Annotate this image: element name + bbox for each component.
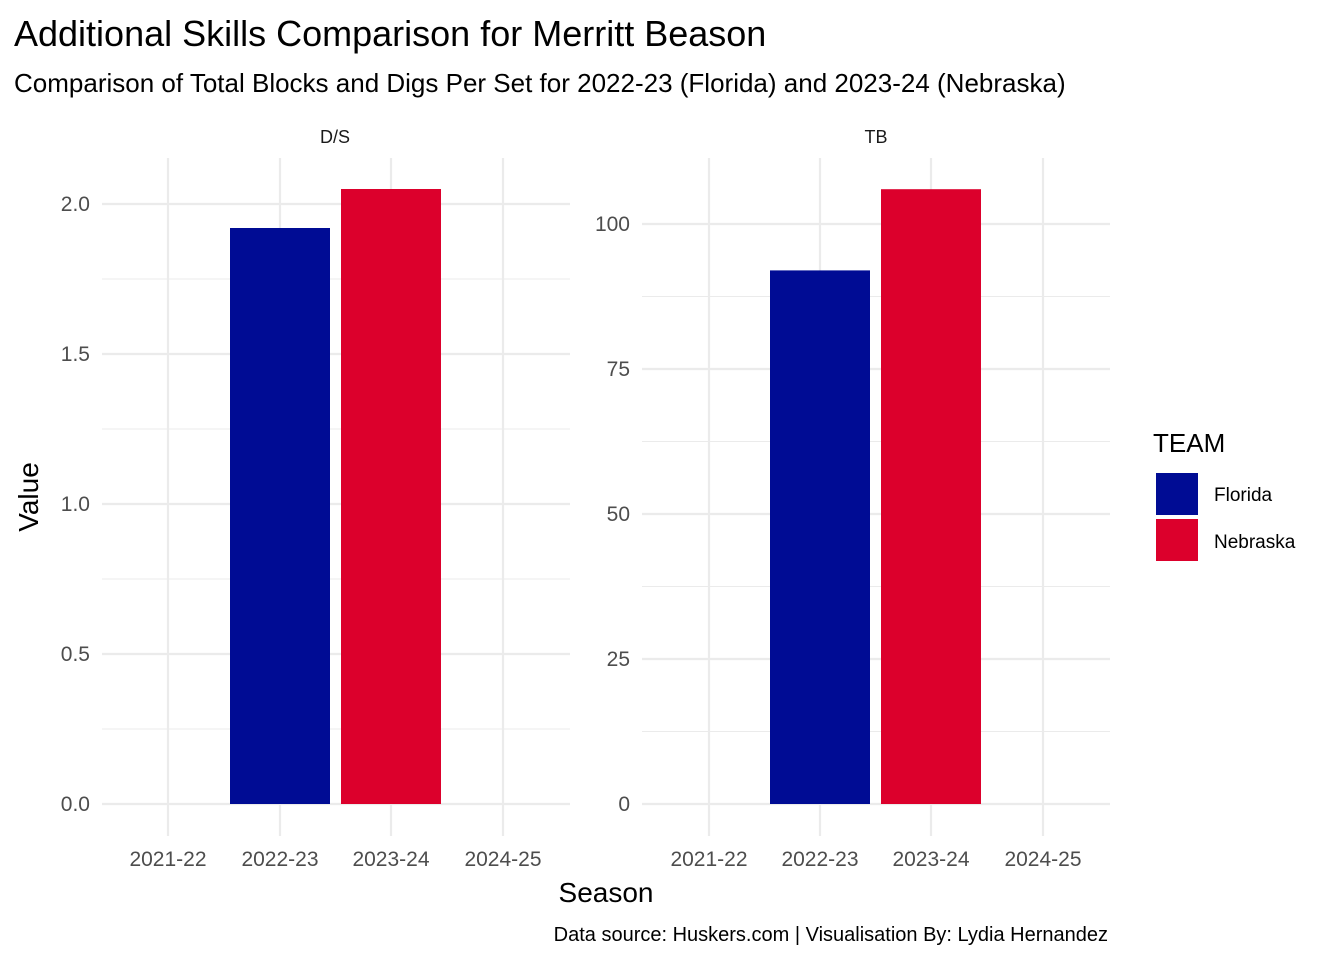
y-tick-label: 100 xyxy=(595,213,630,236)
x-tick-label: 2022-23 xyxy=(241,848,318,871)
y-tick-label: 2.0 xyxy=(61,193,90,216)
y-tick-label: 25 xyxy=(607,648,630,671)
y-tick-label: 1.5 xyxy=(61,343,90,366)
bar-florida-2022-23 xyxy=(770,270,870,804)
facet-ds: D/S 0.0 0.5 1.0 1.5 2.0 2021-22 2022-23 2023-24… xyxy=(61,127,570,871)
legend-label-nebraska: Nebraska xyxy=(1214,532,1296,553)
y-tick-label: 50 xyxy=(607,503,630,526)
x-tick-label: 2024-25 xyxy=(1004,848,1081,871)
facet-tb: TB 0 25 50 75 100 2021-22 2022-23 2023-24 2024-2… xyxy=(595,127,1110,871)
x-tick-label: 2021-22 xyxy=(670,848,747,871)
y-tick-label: 0.0 xyxy=(61,793,90,816)
y-tick-label: 1.0 xyxy=(61,493,90,516)
y-tick-label: 75 xyxy=(607,358,630,381)
y-tick-label: 0 xyxy=(618,793,630,816)
x-tick-label: 2021-22 xyxy=(129,848,206,871)
x-tick-label: 2023-24 xyxy=(352,848,429,871)
chart-caption: Data source: Huskers.com | Visualisation… xyxy=(554,924,1108,946)
chart-title: Additional Skills Comparison for Merritt… xyxy=(14,13,766,54)
legend-title: TEAM xyxy=(1153,428,1225,458)
legend-key-nebraska xyxy=(1156,519,1198,561)
bar-nebraska-2023-24 xyxy=(881,189,981,804)
facet-label-ds: D/S xyxy=(320,127,350,147)
x-tick-label: 2024-25 xyxy=(464,848,541,871)
legend-key-florida xyxy=(1156,473,1198,515)
x-tick-label: 2022-23 xyxy=(781,848,858,871)
x-tick-label: 2023-24 xyxy=(892,848,969,871)
y-axis-title: Value xyxy=(13,462,44,532)
bar-nebraska-2023-24 xyxy=(341,189,441,804)
legend: TEAM Florida Nebraska xyxy=(1153,428,1296,561)
chart-subtitle: Comparison of Total Blocks and Digs Per … xyxy=(14,68,1066,98)
facet-label-tb: TB xyxy=(864,127,887,147)
y-tick-label: 0.5 xyxy=(61,643,90,666)
bar-florida-2022-23 xyxy=(230,228,330,804)
legend-label-florida: Florida xyxy=(1214,485,1273,506)
x-axis-title: Season xyxy=(559,877,654,908)
